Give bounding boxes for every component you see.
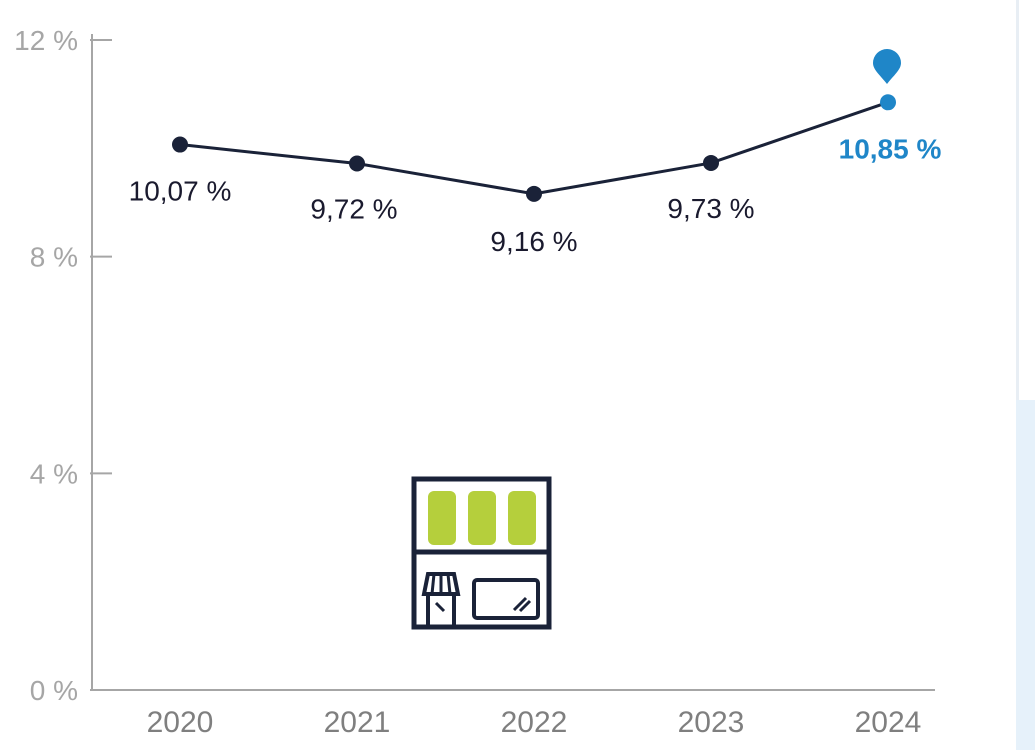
- x-tick-label: 2024: [855, 706, 922, 739]
- y-tick-label: 4 %: [30, 458, 78, 489]
- y-tick-label: 8 %: [30, 242, 78, 273]
- data-points: [172, 94, 896, 202]
- series-line-group: [179, 100, 889, 196]
- chart-axes: [91, 34, 935, 691]
- data-point: [349, 155, 365, 172]
- y-tick-label: 0 %: [30, 675, 78, 706]
- y-axis-ticks: 0 % 4 % 8 % 12 %: [14, 25, 112, 706]
- x-tick-label: 2023: [678, 706, 745, 739]
- data-label: 10,85 %: [839, 133, 942, 164]
- data-point: [526, 185, 542, 202]
- data-label: 9,73 %: [667, 193, 754, 224]
- shop-icon: [411, 476, 552, 630]
- data-label: 9,16 %: [490, 226, 577, 257]
- data-label: 10,07 %: [129, 176, 232, 207]
- x-tick-label: 2022: [501, 706, 568, 739]
- data-point: [703, 154, 719, 171]
- data-labels: 10,07 % 9,72 % 9,16 % 9,73 % 10,85 %: [129, 133, 942, 257]
- data-point: [172, 136, 188, 153]
- data-point: [880, 94, 896, 111]
- x-tick-label: 2020: [147, 706, 214, 739]
- side-panel-lower: [1016, 400, 1035, 750]
- x-axis-ticks: 2020 2021 2022 2023 2024: [147, 706, 922, 739]
- location-pin-icon: [873, 49, 901, 84]
- series-line: [179, 100, 889, 196]
- side-panel-divider: [1016, 0, 1019, 400]
- y-tick-label: 12 %: [14, 25, 78, 56]
- data-label: 9,72 %: [310, 194, 397, 225]
- x-tick-label: 2021: [324, 706, 391, 739]
